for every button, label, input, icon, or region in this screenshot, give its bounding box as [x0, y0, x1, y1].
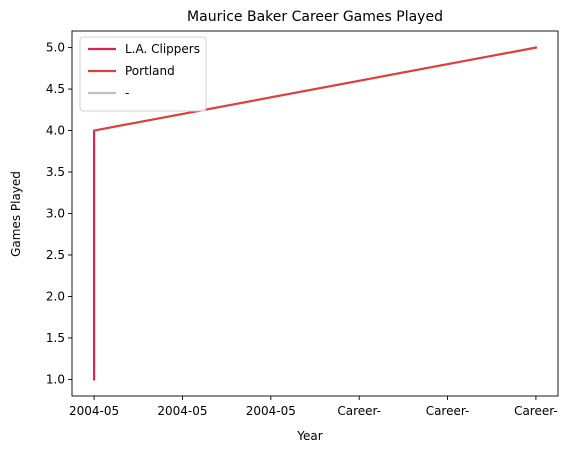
- x-tick-label: Career-: [426, 404, 470, 418]
- x-tick-label: 2004-05: [157, 404, 207, 418]
- legend: L.A. Clippers Portland -: [79, 36, 207, 112]
- y-tick-label: 4.0: [46, 124, 65, 138]
- y-axis: 1.0 1.5 2.0 2.5 3.0 3.5 4.0 4.5 5.0: [46, 41, 72, 386]
- chart-title: Maurice Baker Career Games Played: [187, 9, 443, 25]
- y-tick-label: 1.5: [46, 331, 65, 345]
- x-tick-label: Career-: [337, 404, 381, 418]
- y-tick-label: 4.5: [46, 82, 65, 96]
- series-lines: [92, 46, 538, 381]
- y-tick-label: 2.5: [46, 248, 65, 262]
- legend-entry-label: Portland: [125, 64, 175, 78]
- legend-entry-label: -: [125, 86, 129, 100]
- y-tick-label: 2.0: [46, 289, 65, 303]
- y-tick-label: 3.0: [46, 207, 65, 221]
- x-tick-label: 2004-05: [246, 404, 296, 418]
- legend-entry-label: L.A. Clippers: [125, 42, 200, 56]
- y-axis-label: Games Played: [9, 171, 23, 257]
- series-line-portland: [92, 46, 538, 132]
- y-tick-label: 5.0: [46, 41, 65, 55]
- x-tick-label: 2004-05: [69, 404, 119, 418]
- x-tick-label: Career-: [514, 404, 558, 418]
- y-tick-label: 1.0: [46, 372, 65, 386]
- x-axis-label: Year: [296, 429, 322, 443]
- y-tick-label: 3.5: [46, 165, 65, 179]
- x-axis: 2004-05 2004-05 2004-05 Career- Career- Caree…: [69, 396, 558, 418]
